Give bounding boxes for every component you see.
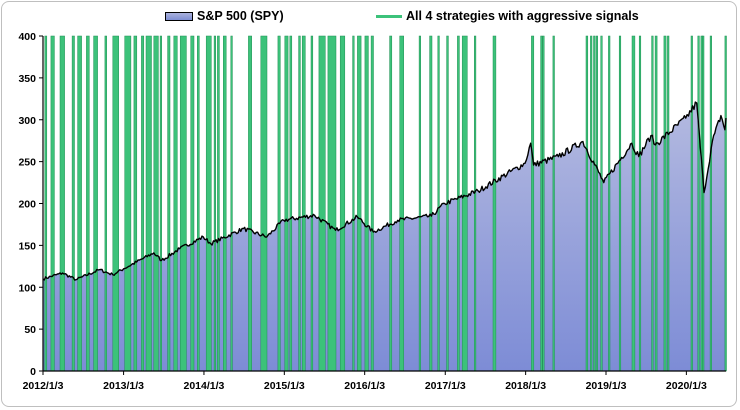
signal-band [77, 35, 82, 372]
signal-band [474, 35, 477, 372]
signal-band [389, 35, 393, 372]
signal-band [104, 35, 107, 372]
signal-band [429, 35, 433, 372]
signal-band [173, 35, 178, 372]
signal-band [310, 35, 314, 372]
signal-band [133, 35, 138, 372]
signal-band [690, 35, 693, 372]
signal-band [153, 35, 159, 372]
signal-band [357, 35, 362, 372]
signal-band [289, 35, 293, 372]
signal-band [600, 35, 603, 372]
spy-area [43, 102, 726, 371]
x-tick-label: 2020/1/3 [666, 380, 707, 392]
signal-band [248, 35, 252, 372]
x-tick-label: 2013/1/3 [103, 380, 144, 392]
legend-label-signals: All 4 strategies with aggressive signals [406, 9, 639, 23]
signal-band [59, 35, 65, 372]
signal-band [370, 35, 374, 372]
y-tick-label: 0 [30, 366, 36, 378]
signal-band [205, 35, 212, 372]
signal-band [352, 35, 355, 372]
signal-band [709, 35, 712, 372]
signal-band [399, 35, 404, 372]
signal-band [284, 35, 289, 372]
signal-band [724, 35, 727, 372]
x-tick-label: 2017/1/3 [425, 380, 466, 392]
signal-band [492, 35, 497, 372]
x-tick-label: 2014/1/3 [184, 380, 225, 392]
signal-band [44, 35, 48, 372]
signal-band [141, 35, 145, 372]
signal-band [631, 35, 636, 372]
x-tick-label: 2019/1/3 [586, 380, 627, 392]
y-tick-label: 150 [18, 240, 36, 252]
x-tick-label: 2018/1/3 [505, 380, 546, 392]
signal-band [651, 35, 654, 372]
y-tick-label: 50 [24, 324, 36, 336]
signal-band [654, 35, 658, 372]
signal-band [93, 35, 98, 372]
signal-band [213, 35, 216, 372]
signal-band [197, 35, 200, 372]
x-tick-label: 2016/1/3 [344, 380, 385, 392]
signal-band [301, 35, 306, 372]
signal-band [327, 35, 337, 372]
signal-band [540, 35, 543, 372]
signal-band [260, 35, 268, 372]
signal-band [418, 35, 421, 372]
legend-label-spy: S&P 500 (SPY) [197, 9, 284, 23]
legend-item-signals: All 4 strategies with aggressive signals [376, 9, 639, 23]
y-tick-label: 350 [18, 73, 36, 85]
signal-band [86, 35, 90, 372]
y-tick-label: 400 [18, 31, 36, 43]
signal-band [585, 35, 589, 372]
legend-swatch-area [165, 11, 193, 21]
signal-band [702, 35, 705, 372]
signal-band [223, 35, 227, 372]
signal-band [145, 35, 152, 372]
signal-band [277, 35, 281, 372]
legend-swatch-line [376, 14, 402, 18]
signal-band [230, 35, 233, 372]
signal-band [461, 35, 468, 372]
signal-band [298, 35, 301, 372]
spy-line [42, 101, 727, 281]
signal-band [124, 35, 132, 372]
signal-band [159, 35, 162, 372]
x-tick-label: 2012/1/3 [23, 380, 64, 392]
signal-band [339, 35, 346, 372]
signal-band [663, 35, 667, 372]
signal-band [50, 35, 55, 372]
signal-band [531, 35, 535, 372]
signal-band [593, 35, 596, 372]
signal-band [618, 35, 622, 372]
signal-band [552, 35, 555, 372]
signal-band [457, 35, 460, 372]
signal-band [167, 35, 171, 372]
signal-band [318, 35, 326, 372]
signal-band [190, 35, 195, 372]
signal-band [217, 35, 220, 372]
y-tick-label: 300 [18, 115, 36, 127]
signal-band [608, 35, 611, 372]
signal-band [542, 35, 545, 372]
y-tick-label: 200 [18, 199, 36, 211]
signal-band [697, 35, 700, 372]
signal-band [590, 35, 593, 372]
signal-band [638, 35, 642, 372]
signal-band [595, 35, 598, 372]
signal-band [112, 35, 119, 372]
signal-band [364, 35, 369, 372]
signal-band [179, 35, 187, 372]
x-tick-label: 2015/1/3 [264, 380, 305, 392]
y-tick-label: 250 [18, 157, 36, 169]
y-tick-label: 100 [18, 282, 36, 294]
signal-band [437, 35, 440, 372]
legend-item-spy: S&P 500 (SPY) [165, 9, 284, 23]
legend: S&P 500 (SPY) All 4 strategies with aggr… [0, 9, 740, 27]
signal-band [71, 35, 75, 372]
signal-band [667, 35, 670, 372]
